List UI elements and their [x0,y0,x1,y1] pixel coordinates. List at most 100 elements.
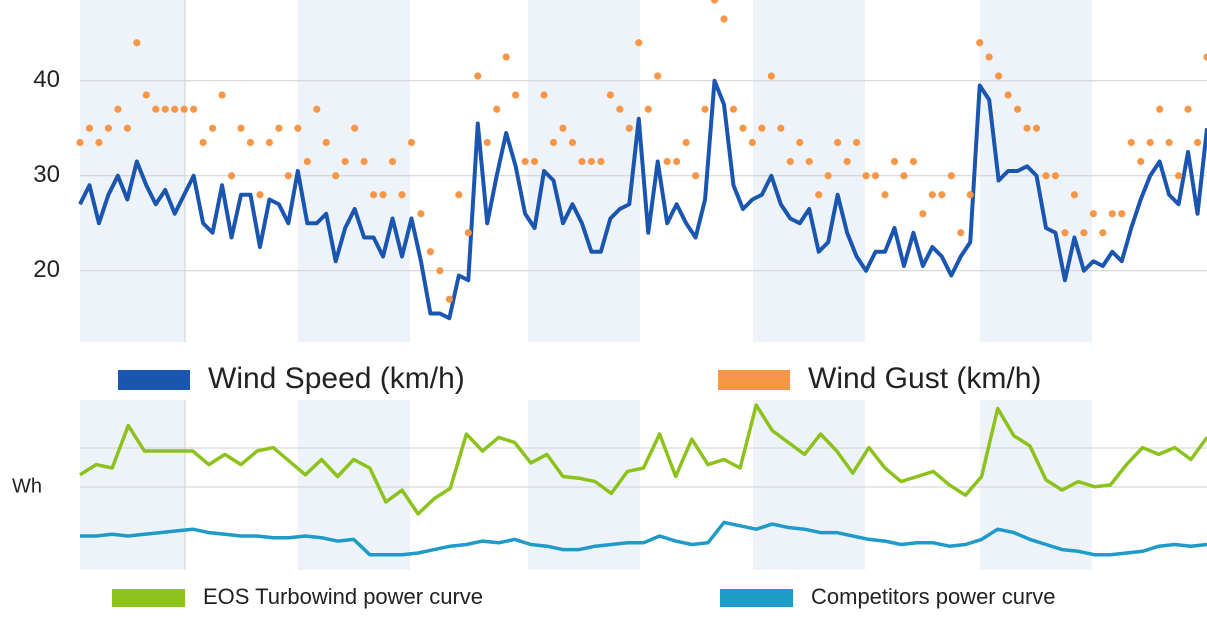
gust-dot [1184,105,1192,113]
gust-dot [701,105,709,113]
gust-dot [777,124,785,132]
gust-dot [445,295,453,303]
legend-swatch [720,589,793,607]
legend-label: Competitors power curve [811,584,1056,609]
gust-dot [625,124,633,132]
gust-dot [710,0,719,4]
gust-dot [284,172,292,180]
gust-dot [360,157,368,166]
gust-dot [388,157,397,166]
gust-dot [985,53,993,61]
gust-dot [502,53,510,61]
gust-dot [265,138,274,147]
gust-dot [976,39,984,47]
gust-dot [123,124,131,132]
gust-dot [407,138,416,147]
gust-dot [142,91,150,99]
gust-dot [890,157,899,166]
gust-dot [540,91,548,99]
gust-dot [1042,172,1050,180]
gust-dot [606,91,614,99]
y-tick-label: 40 [33,66,60,93]
gust-dot [1023,124,1031,132]
gust-dot [957,229,965,237]
gust-dot [805,157,813,166]
gust-dot [1080,229,1088,237]
gust-dot [663,157,671,166]
gust-dot [190,105,198,113]
gust-dot [341,157,349,166]
gust-dot [275,124,283,132]
gust-dot [587,157,596,166]
gust-dot [928,191,936,199]
gust-dot [512,91,520,99]
gust-dot [568,138,577,147]
gust-dot [729,105,738,113]
gust-dot [322,138,330,147]
gust-dot [1070,191,1079,199]
gust-dot [852,138,861,147]
gust-dot [654,72,662,80]
gust-dot [76,138,84,147]
gust-dot [85,124,94,132]
gust-dot [1013,105,1022,113]
gust-dot [1156,105,1164,113]
gust-dot [104,124,113,132]
gust-dot [521,157,529,166]
gust-dot [114,105,122,113]
gust-dot [691,172,700,180]
gust-dot [673,157,681,166]
legend-swatch [112,589,185,607]
gust-dot [417,210,425,218]
legend-label: EOS Turbowind power curve [203,584,483,609]
y-axis-label: Wh [12,475,42,497]
gust-dot [180,105,188,113]
gust-dot [1127,138,1135,147]
gust-dot [834,138,842,147]
gust-dot [379,191,387,199]
gust-dot [152,105,160,113]
gust-dot [947,172,955,180]
gust-dot [767,72,775,80]
gust-dot [644,105,652,113]
gust-dot [720,15,728,23]
gust-dot [1203,53,1207,61]
gust-dot [635,39,643,47]
legend-swatch [118,370,190,390]
gust-dot [398,191,406,199]
gust-dot [1137,157,1145,166]
gust-dot [133,39,141,47]
gust-dot [493,105,501,113]
gust-dot [1174,172,1183,180]
gust-dot [303,157,311,166]
gust-dot [332,172,340,180]
y-tick-label: 20 [33,256,60,283]
gust-dot [1061,229,1069,237]
gust-dot [246,138,255,147]
gust-dot [474,72,482,80]
gust-dot [966,191,974,199]
gust-dot [909,157,918,166]
legend-swatch [718,370,790,390]
gust-dot [843,157,851,166]
gust-dot [559,124,567,132]
gust-dot [815,191,823,199]
series-line [78,78,1207,321]
gust-dot [436,267,444,275]
gust-dot [1108,210,1116,218]
gust-dot [171,105,179,113]
gust-dot [919,210,927,218]
gust-dot [758,124,766,132]
gust-dot [1089,210,1097,218]
gust-dot [161,105,169,113]
gust-dot [871,172,880,180]
gust-dot [1004,91,1012,99]
gust-dot [748,138,757,147]
gust-dot [1193,138,1202,147]
gust-dot [1118,210,1126,218]
gust-dot [313,105,321,113]
gust-dot [426,248,435,256]
gust-dot [881,191,889,199]
gust-dot [1051,172,1060,180]
